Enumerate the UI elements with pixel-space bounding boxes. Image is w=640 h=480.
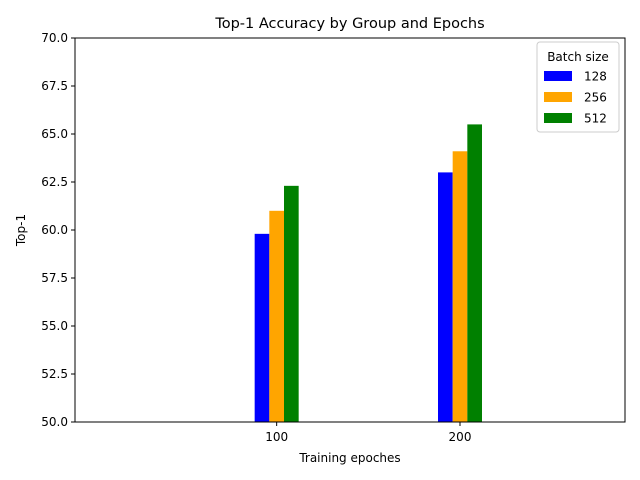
chart-title: Top-1 Accuracy by Group and Epochs [214, 16, 484, 32]
y-tick-label: 65.0 [41, 127, 68, 141]
y-tick-label: 50.0 [41, 415, 68, 429]
bar-512-200 [467, 124, 482, 423]
bar-256-100 [269, 210, 284, 422]
legend-swatch-512 [544, 113, 572, 123]
legend-label-512: 512 [584, 112, 607, 126]
legend-title: Batch size [547, 50, 609, 64]
x-axis-label: Training epoches [298, 451, 400, 465]
y-tick-label: 70.0 [41, 31, 68, 45]
legend-label-128: 128 [584, 70, 607, 84]
y-tick-label: 55.0 [41, 319, 68, 333]
y-tick-label: 67.5 [41, 79, 68, 93]
x-tick-label: 100 [265, 430, 288, 444]
x-tick-label: 200 [449, 430, 472, 444]
bar-256-200 [452, 151, 468, 422]
legend-swatch-128 [544, 71, 572, 81]
bar-128-200 [438, 172, 453, 422]
legend-box [536, 41, 620, 133]
bars-group [254, 124, 482, 423]
y-tick-label: 52.5 [41, 367, 68, 381]
y-axis: 50.0 52.5 55.0 57.5 60.0 62.5 65.0 67.5 70.0 [41, 31, 75, 429]
legend-items: 128 256 512 [544, 70, 607, 126]
y-tick-label: 57.5 [41, 271, 68, 285]
legend: Batch size 128 256 512 [536, 41, 620, 133]
bar-128-100 [254, 233, 270, 422]
legend-swatch-256 [544, 92, 572, 102]
legend-label-256: 256 [584, 91, 607, 105]
bar-512-100 [284, 185, 299, 422]
y-axis-label: Top-1 [14, 214, 28, 247]
y-tick-label: 60.0 [41, 223, 68, 237]
x-axis: 100 200 [265, 422, 471, 444]
y-tick-label: 62.5 [41, 175, 68, 189]
